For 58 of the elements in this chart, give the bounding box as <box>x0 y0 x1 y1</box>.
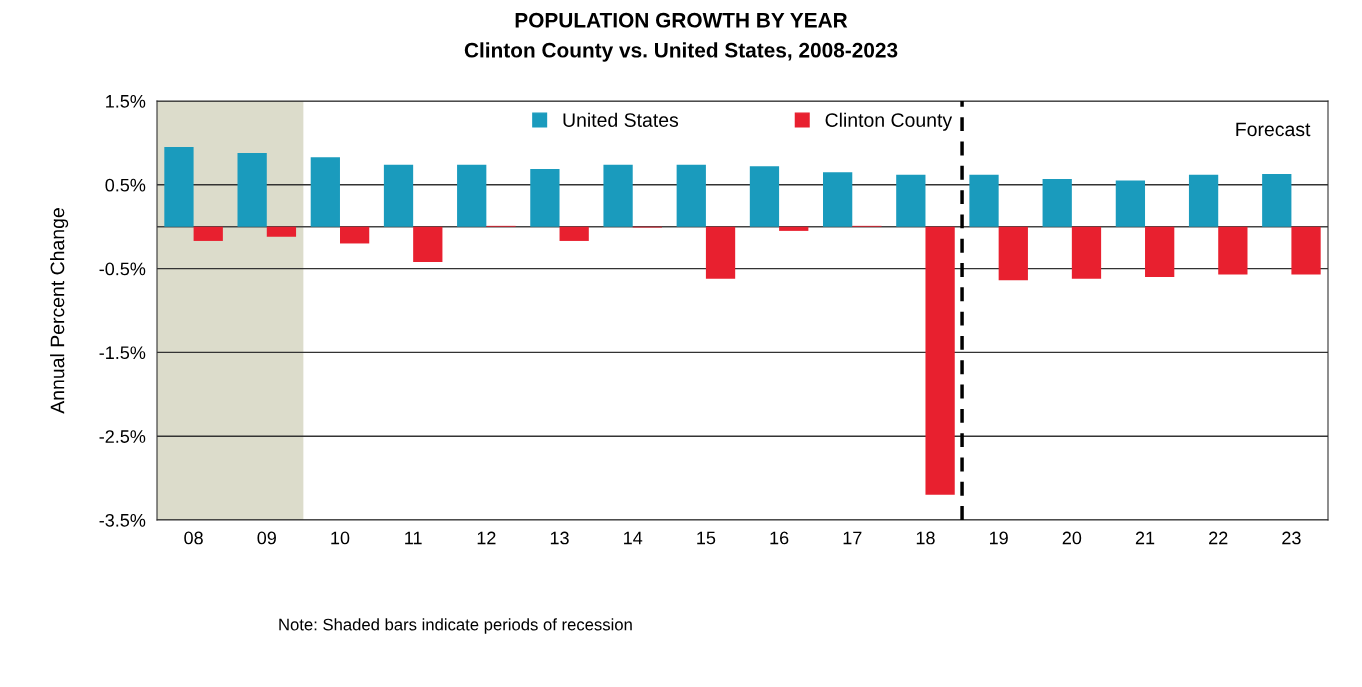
bar <box>266 226 297 237</box>
x-tick-label: 11 <box>405 531 422 545</box>
bar <box>896 174 926 227</box>
bar <box>413 226 443 262</box>
x-tick-label: 23 <box>1282 531 1301 545</box>
bar <box>1218 226 1248 275</box>
y-tick-label: -3.5% <box>99 513 146 527</box>
bar <box>1145 226 1175 277</box>
x-tick-label: 16 <box>770 531 789 545</box>
bar <box>705 226 736 279</box>
x-tick-label: 17 <box>843 531 862 545</box>
bar <box>339 226 370 244</box>
bar <box>1115 180 1146 227</box>
x-tick-label: 22 <box>1209 531 1228 545</box>
x-tick-label: 19 <box>989 531 1008 545</box>
y-tick-label: -2.5% <box>99 430 146 443</box>
legend-label: United States <box>563 112 679 127</box>
x-tick-label: 21 <box>1135 531 1155 545</box>
bar <box>1042 178 1072 227</box>
text: Note: Shaded bars indicate periods of recession <box>279 618 632 634</box>
y-tick-label: -0.5% <box>99 262 146 276</box>
bar <box>749 166 780 227</box>
bar <box>676 164 706 227</box>
x-tick-label: 12 <box>477 531 496 545</box>
bar <box>559 226 589 241</box>
y-tick-label: 1.5% <box>106 95 146 108</box>
legend-label: Clinton County <box>825 112 953 131</box>
bar <box>237 152 267 227</box>
bar <box>823 172 853 227</box>
x-tick-label: 13 <box>550 531 569 545</box>
chart-subtitle: Clinton County vs. United States, 2008-2023 <box>464 42 898 62</box>
bar <box>164 147 194 227</box>
bar <box>383 164 414 227</box>
x-tick-label: 18 <box>916 531 935 545</box>
chart-title: POPULATION GROWTH BY YEAR <box>515 12 848 28</box>
bar <box>925 226 955 495</box>
x-tick-label: 15 <box>697 531 716 545</box>
bar <box>969 174 999 227</box>
annotation: Forecast <box>1236 122 1311 137</box>
x-tick-label: 10 <box>331 531 350 545</box>
x-tick-label: 09 <box>257 531 276 545</box>
y-tick-label: -1.5% <box>99 346 146 360</box>
bar <box>530 168 560 227</box>
bar <box>310 157 340 227</box>
bar <box>779 226 809 231</box>
bar <box>193 226 223 241</box>
bar <box>1262 173 1292 227</box>
bar <box>1188 174 1219 227</box>
y-tick-label: 0.5% <box>105 178 146 192</box>
bar <box>998 226 1028 281</box>
x-tick-label: 20 <box>1062 531 1082 545</box>
bar <box>603 164 633 227</box>
bar <box>1071 226 1102 279</box>
x-tick-label: 14 <box>624 531 643 545</box>
y-axis-title: Annual Percent Change <box>50 208 69 414</box>
x-tick-label: 08 <box>184 531 203 545</box>
bar <box>1291 226 1321 275</box>
bar <box>457 164 487 227</box>
